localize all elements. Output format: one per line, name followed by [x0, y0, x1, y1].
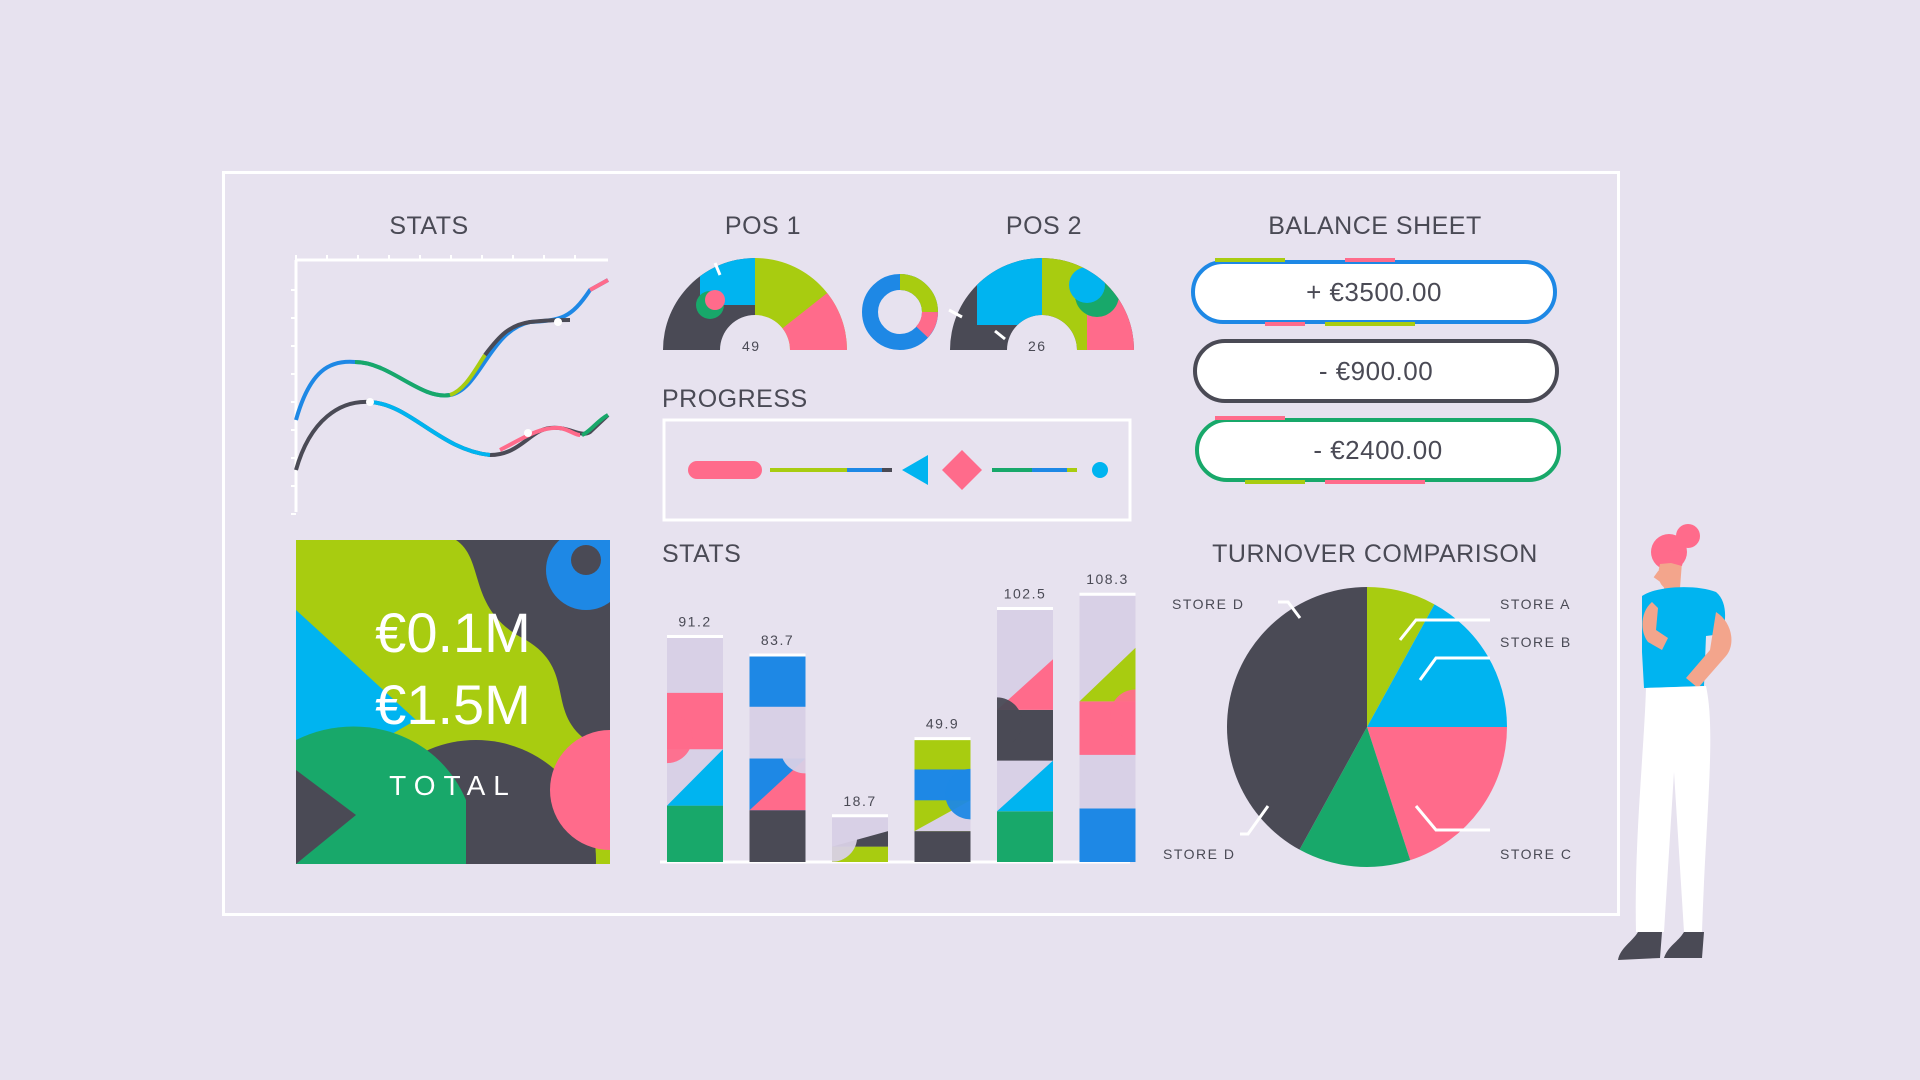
balance-item-2[interactable]: - €900.00	[1193, 339, 1559, 403]
person-illustration	[1618, 524, 1732, 960]
bar	[997, 607, 1053, 862]
pos2-title: POS 2	[1005, 212, 1083, 240]
total-label: TOTAL	[389, 770, 517, 801]
line-point	[554, 318, 562, 326]
pos2-value: 26	[1028, 338, 1047, 354]
progress-panel	[662, 418, 1132, 522]
bar-value-label: 91.2	[678, 613, 711, 629]
pie-slice	[1227, 587, 1367, 850]
pie-label-store-d-top: STORE D	[1172, 596, 1245, 612]
balance-sheet-title: BALANCE SHEET	[1268, 212, 1482, 240]
diamond-icon	[942, 450, 982, 490]
pos1-gauge	[663, 258, 847, 350]
balance-accents	[1215, 258, 1425, 484]
bar	[749, 653, 806, 862]
progress-bar	[688, 461, 762, 479]
total-block	[296, 540, 610, 864]
balance-item-3-label: - €2400.00	[1313, 434, 1443, 465]
donut-chart	[862, 274, 938, 350]
bar-value-label: 18.7	[843, 793, 876, 809]
total-value-1: €0.1M	[375, 601, 531, 664]
line-point	[366, 398, 374, 406]
pos1-title: POS 1	[724, 212, 802, 240]
turnover-comparison-title: TURNOVER COMPARISON	[1212, 540, 1538, 568]
pos1-value: 49	[742, 338, 761, 354]
dashboard-board	[222, 171, 1620, 916]
bar-value-label: 49.9	[926, 716, 959, 732]
balance-item-2-label: - €900.00	[1318, 355, 1434, 386]
progress-title: PROGRESS	[662, 385, 808, 413]
bar	[667, 634, 723, 862]
bar-value-label: 102.5	[1004, 586, 1047, 602]
pie-label-store-d-bottom: STORE D	[1163, 846, 1236, 862]
dot-icon	[1092, 462, 1108, 478]
line-chart	[291, 255, 610, 515]
pos2-gauge	[948, 258, 1134, 350]
total-value-2: €1.5M	[375, 673, 531, 736]
pie-slice	[1367, 587, 1435, 727]
stats-line-title: STATS	[389, 212, 469, 240]
bar-chart: 91.2 83.7 18.7 49.9 102.5 108.3	[660, 571, 1136, 864]
pie-leader-lines	[1240, 600, 1490, 836]
line-series-2	[294, 399, 610, 471]
balance-item-3[interactable]: - €2400.00	[1195, 418, 1561, 482]
line-series-1	[294, 278, 609, 421]
pie-label-store-b: STORE B	[1500, 634, 1572, 650]
pie-label-store-c: STORE C	[1500, 846, 1573, 862]
pie-slice	[1367, 604, 1507, 727]
arrow-left-icon	[902, 455, 928, 485]
pie-slice	[1367, 727, 1507, 861]
pie-slice	[1299, 727, 1411, 867]
bar	[914, 737, 971, 862]
pie-chart	[1227, 587, 1507, 867]
pie-label-store-a: STORE A	[1500, 596, 1571, 612]
bar	[832, 814, 888, 862]
bar	[1079, 592, 1136, 862]
bar-value-label: 83.7	[761, 632, 794, 648]
stats-bar-title: STATS	[662, 540, 742, 568]
line-point	[524, 429, 532, 437]
balance-item-1-label: + €3500.00	[1306, 276, 1442, 307]
bar-value-label: 108.3	[1086, 571, 1129, 587]
